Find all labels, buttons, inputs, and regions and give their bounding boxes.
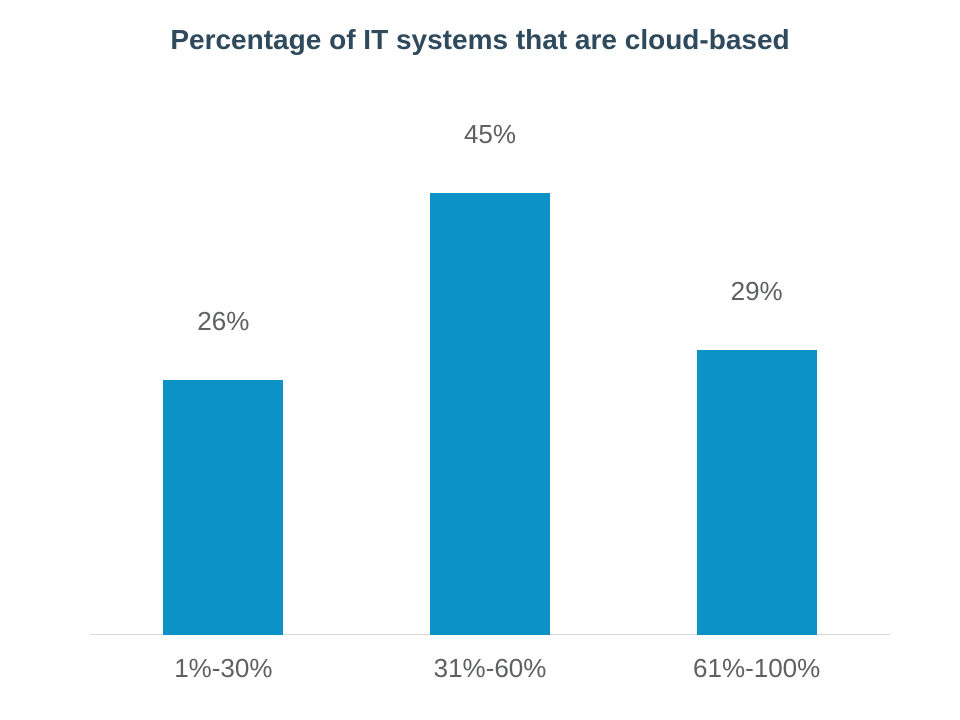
chart-title: Percentage of IT systems that are cloud-… bbox=[0, 24, 960, 56]
x-axis-tick-label: 31%-60% bbox=[434, 653, 547, 684]
plot-area: 26% 45% 29% bbox=[90, 95, 890, 635]
x-axis-tick-label: 61%-100% bbox=[693, 653, 820, 684]
x-axis-tick-label: 1%-30% bbox=[174, 653, 272, 684]
x-axis-labels: 1%-30% 31%-60% 61%-100% bbox=[90, 645, 890, 705]
bar bbox=[430, 193, 550, 635]
bar-value-label: 26% bbox=[197, 306, 249, 337]
bar-value-label: 29% bbox=[731, 276, 783, 307]
bar-value-label: 45% bbox=[464, 119, 516, 150]
chart-container: Percentage of IT systems that are cloud-… bbox=[0, 0, 960, 720]
bar bbox=[697, 350, 817, 635]
bar bbox=[163, 380, 283, 635]
